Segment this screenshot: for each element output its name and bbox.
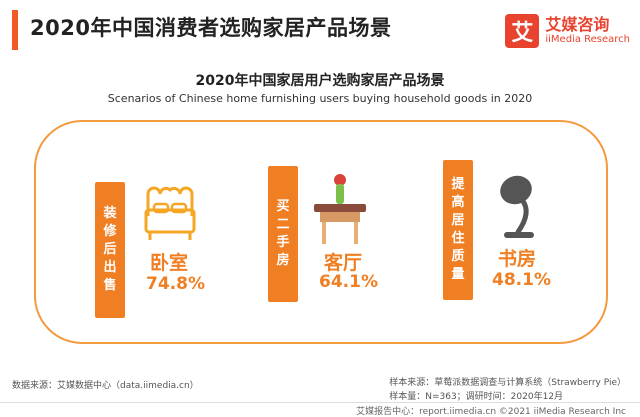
scenario-tag-2: 买二手房 <box>268 166 298 302</box>
desk-lamp-icon <box>500 175 534 238</box>
footer-copyright: 艾媒报告中心：report.iimedia.cn ©2021 iiMedia R… <box>356 407 626 417</box>
data-source: 数据来源：艾媒数据中心（data.iimedia.cn） <box>12 381 199 391</box>
scenario-tag-3: 提高居住质量 <box>443 160 473 300</box>
scenario-label-3: 提高居住质量 <box>451 177 465 282</box>
sample-notes: 样本来源：草莓派数据调查与计算系统（Strawberry Pie） 样本量：N=… <box>389 376 626 404</box>
brand-logo-icon: 艾 <box>505 14 540 48</box>
page-title: 2020年中国消费者选购家居产品场景 <box>30 16 392 40</box>
table-vase-icon <box>314 174 366 244</box>
scenario-label-1: 装修后出售 <box>103 206 117 293</box>
scenario-label-2: 买二手房 <box>276 199 290 268</box>
bed-icon <box>144 186 196 240</box>
room-name-3: 书房 <box>498 248 537 270</box>
footer-divider <box>0 402 640 403</box>
room-name-1: 卧室 <box>150 252 189 274</box>
brand-name-cn: 艾媒咨询 <box>545 15 610 34</box>
sample-source: 样本来源：草莓派数据调查与计算系统（Strawberry Pie） <box>389 378 626 388</box>
sample-size: 样本量：N=363；调研时间：2020年12月 <box>389 392 564 402</box>
chart-title: 2020年中国家居用户选购家居产品场景 <box>195 73 445 89</box>
brand-name-en: iiMedia Research <box>545 34 630 45</box>
scenario-tag-1: 装修后出售 <box>95 182 125 318</box>
room-value-3: 48.1% <box>492 270 551 290</box>
room-name-2: 客厅 <box>324 252 363 274</box>
scenario-frame <box>34 120 608 344</box>
room-value-1: 74.8% <box>146 274 205 294</box>
room-value-2: 64.1% <box>319 272 378 292</box>
title-accent-bar <box>12 10 18 50</box>
brand-logo-block: 艾 艾媒咨询 iiMedia Research <box>505 14 630 48</box>
chart-subtitle: Scenarios of Chinese home furnishing use… <box>107 92 533 105</box>
